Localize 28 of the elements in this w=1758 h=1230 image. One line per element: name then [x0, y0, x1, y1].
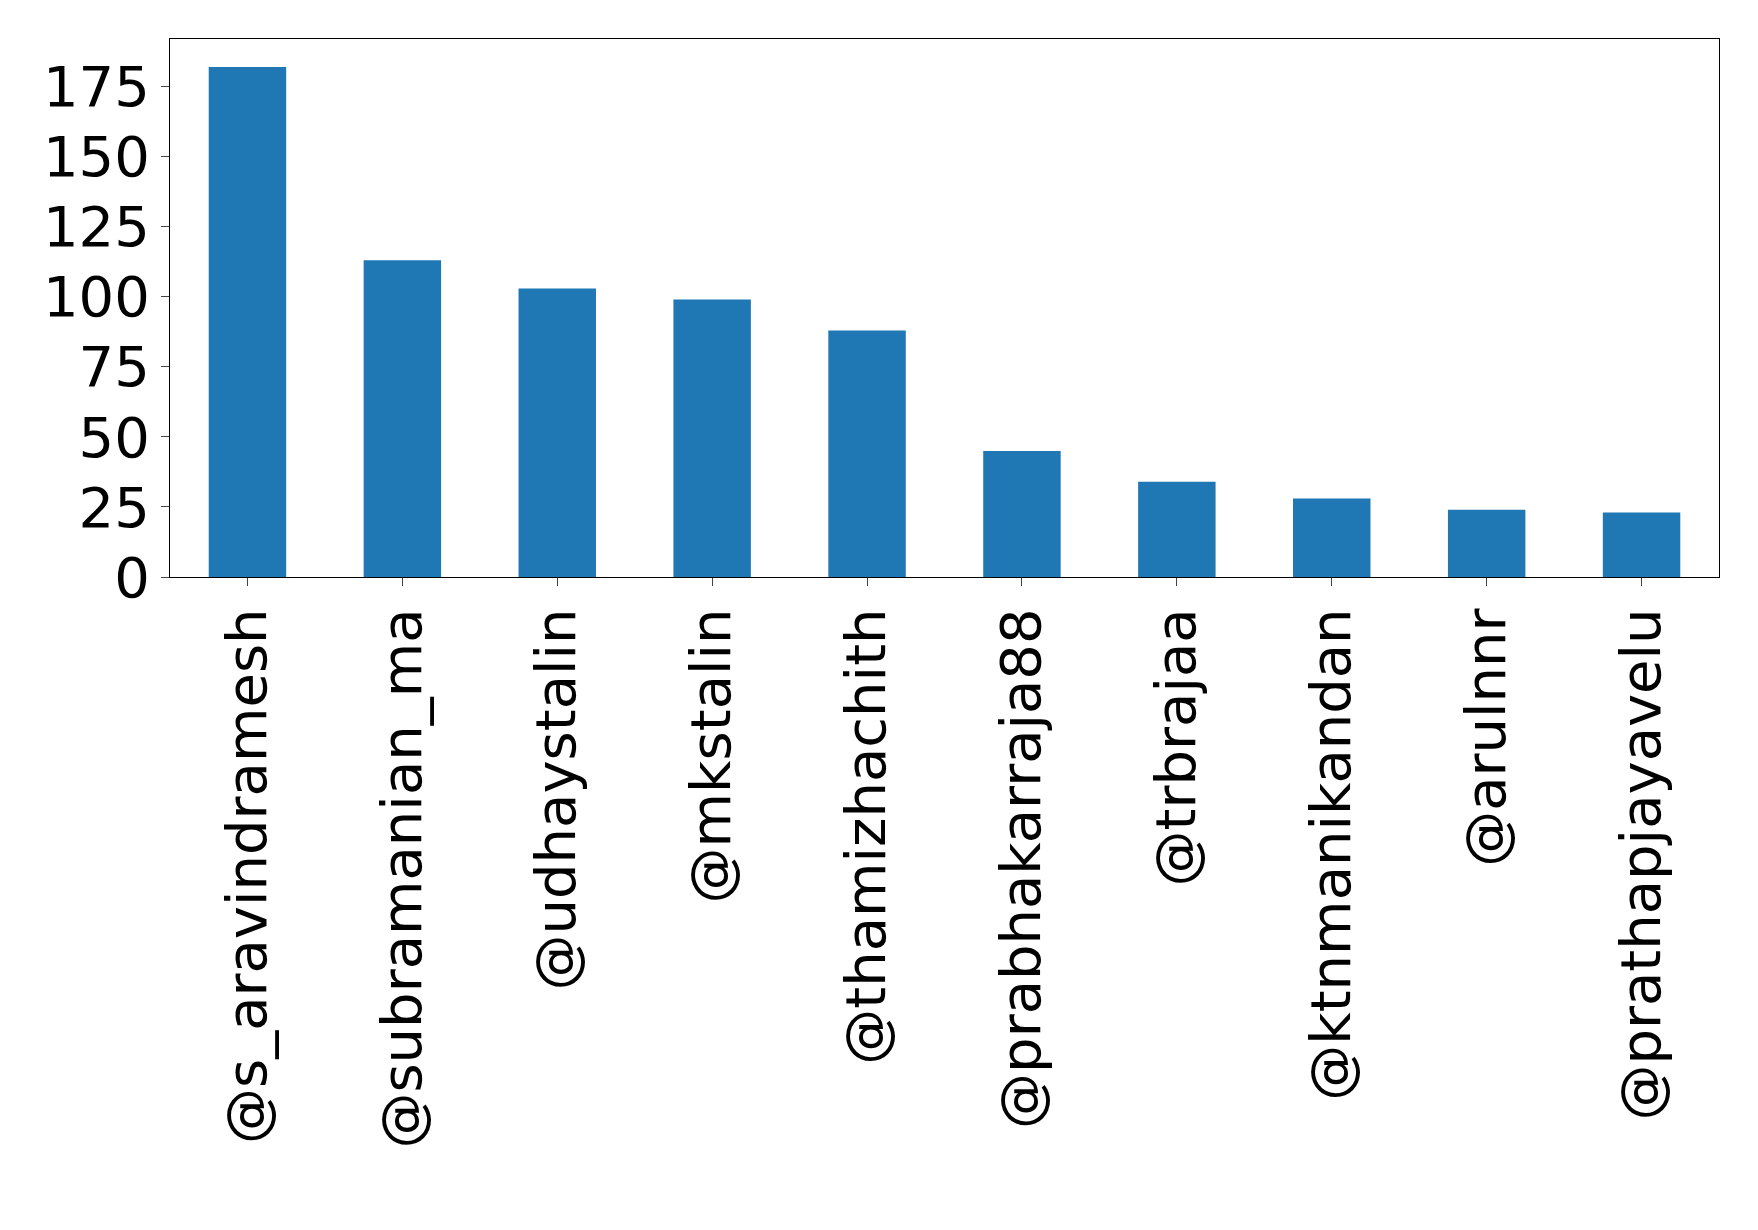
bar	[983, 450, 1061, 577]
x-tick-label: @s_aravindramesh	[213, 608, 279, 1144]
bar	[363, 260, 442, 577]
x-tick-label: @mkstalin	[678, 608, 744, 904]
y-tick-label: 125	[42, 194, 150, 260]
y-tick-label: 25	[78, 474, 150, 540]
y-tick-label: 150	[42, 124, 150, 190]
x-tick-label: @subramanian_ma	[368, 608, 434, 1149]
bar	[1447, 509, 1526, 577]
y-tick-label: 75	[78, 334, 150, 400]
x-tick-label: @trbrajaa	[1143, 608, 1209, 887]
bar	[828, 330, 906, 577]
bar	[1293, 498, 1371, 577]
bar	[1138, 481, 1216, 577]
bar	[1602, 512, 1681, 577]
y-tick-label: 100	[42, 264, 150, 330]
x-tick-label: @thamizhachith	[833, 608, 899, 1065]
y-tick-label: 0	[114, 544, 150, 610]
x-tick-label: @ktnmanikandan	[1297, 608, 1363, 1101]
y-tick-label: 175	[42, 54, 150, 120]
bar	[518, 288, 596, 577]
x-tick-label: @udhaystalin	[523, 608, 589, 991]
bar	[673, 299, 751, 577]
x-tick-label: @arulnnr	[1452, 607, 1518, 867]
x-tick-label: @prabhakarraja88	[988, 608, 1054, 1129]
y-tick-label: 50	[78, 404, 150, 470]
bar	[208, 67, 287, 577]
x-tick-label: @prathapjayavelu	[1607, 608, 1673, 1121]
